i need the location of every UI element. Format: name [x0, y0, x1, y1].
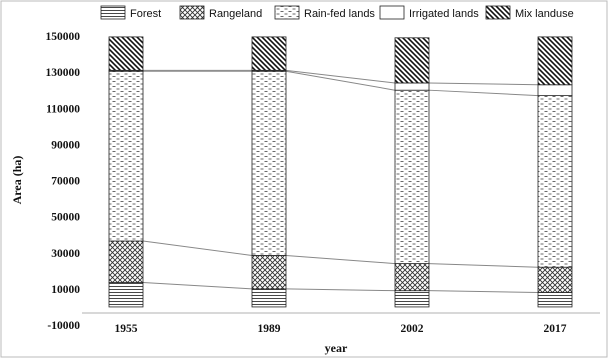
y-tick-label: 50000 — [51, 212, 80, 224]
y-tick-label: 90000 — [51, 139, 80, 151]
bar-segment — [108, 240, 144, 283]
legend-label: Mix landuse — [515, 8, 574, 20]
bar-segment — [394, 37, 430, 84]
bar-segment — [251, 288, 287, 308]
x-axis: 1955 1989 2002 2017 — [115, 323, 567, 335]
bar-segment — [537, 36, 573, 86]
connector-line — [109, 240, 572, 268]
y-axis: -10000 10000 30000 50000 70000 90000 110000 130… — [46, 31, 81, 332]
legend-swatch — [379, 5, 405, 20]
bar-segment — [394, 263, 430, 292]
y-tick-label: 110000 — [46, 103, 80, 115]
bars — [108, 36, 573, 308]
x-tick-label: 1989 — [258, 323, 281, 335]
bar-segment — [537, 266, 573, 293]
bar-segment — [108, 36, 144, 71]
connector-line — [109, 282, 572, 293]
y-tick-label: 30000 — [51, 248, 80, 260]
bar-segment — [108, 70, 144, 242]
y-tick-label: 70000 — [51, 176, 80, 188]
bar-segment — [251, 255, 287, 290]
bar-segment — [251, 36, 287, 71]
bar-segment — [537, 84, 573, 97]
bar-segment — [394, 290, 430, 308]
y-tick-label: 150000 — [46, 31, 81, 43]
bar-segment — [537, 292, 573, 308]
connector-line — [109, 69, 572, 86]
x-axis-title: year — [325, 341, 348, 355]
legend-swatch — [100, 5, 126, 20]
bar-segment — [251, 70, 287, 256]
legend-label: Rangeland — [209, 8, 262, 20]
y-tick-label: -10000 — [47, 320, 80, 332]
legend-label: Rain-fed lands — [304, 8, 375, 20]
bar-segment — [394, 82, 430, 91]
x-tick-label: 2002 — [401, 323, 424, 335]
legend-swatch — [485, 5, 511, 20]
x-tick-label: 2017 — [544, 323, 567, 335]
legend-swatch — [274, 5, 300, 20]
y-tick-label: 130000 — [46, 67, 81, 79]
legend-label: Forest — [130, 8, 161, 20]
bar-segment — [394, 89, 430, 264]
bar-segment — [537, 95, 573, 268]
x-tick-label: 1955 — [115, 323, 138, 335]
y-axis-title: Area (ha) — [10, 156, 24, 205]
connector-line — [109, 70, 572, 97]
y-tick-label: 10000 — [51, 284, 80, 296]
bar-segment — [108, 282, 144, 308]
connector-lines — [109, 69, 572, 293]
legend: Forest Rangeland Rain-fed lands Irrigated l… — [100, 5, 574, 20]
legend-label: Irrigated lands — [409, 8, 479, 20]
legend-swatch — [179, 5, 205, 20]
